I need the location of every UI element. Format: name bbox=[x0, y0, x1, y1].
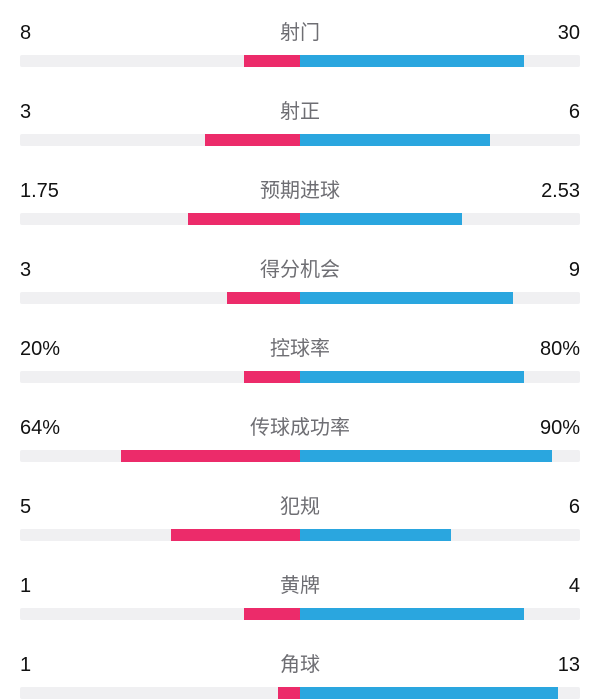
stat-bar-left bbox=[205, 134, 300, 146]
stat-bar-left bbox=[278, 687, 300, 699]
stat-name-label: 角球 bbox=[70, 648, 530, 677]
stat-name-label: 控球率 bbox=[70, 332, 530, 361]
stat-right-value: 6 bbox=[530, 101, 580, 124]
stat-labels: 3得分机会9 bbox=[20, 253, 580, 282]
stat-bar-right bbox=[300, 292, 513, 304]
stat-left-value: 1.75 bbox=[20, 180, 70, 203]
stat-labels: 1.75预期进球2.53 bbox=[20, 174, 580, 203]
stat-right-value: 30 bbox=[530, 22, 580, 45]
stat-name-label: 得分机会 bbox=[70, 253, 530, 282]
stat-name-label: 犯规 bbox=[70, 490, 530, 519]
stat-row: 5犯规6 bbox=[20, 490, 580, 541]
stat-bar bbox=[20, 371, 580, 383]
stat-left-value: 3 bbox=[20, 259, 70, 282]
stat-name-label: 预期进球 bbox=[70, 174, 530, 203]
stat-bar bbox=[20, 687, 580, 699]
stat-right-value: 13 bbox=[530, 654, 580, 677]
stat-row: 3得分机会9 bbox=[20, 253, 580, 304]
stat-right-value: 6 bbox=[530, 496, 580, 519]
stat-bar-right bbox=[300, 687, 558, 699]
stat-bar bbox=[20, 134, 580, 146]
stat-row: 20%控球率80% bbox=[20, 332, 580, 383]
stat-bar bbox=[20, 213, 580, 225]
stat-bar-right bbox=[300, 608, 524, 620]
stat-bar-left bbox=[227, 292, 300, 304]
stat-bar-left bbox=[244, 371, 300, 383]
stat-bar-left bbox=[244, 55, 300, 67]
stat-left-value: 1 bbox=[20, 654, 70, 677]
stat-row: 1.75预期进球2.53 bbox=[20, 174, 580, 225]
stat-bar-left bbox=[188, 213, 300, 225]
match-stats-list: 8射门303射正61.75预期进球2.533得分机会920%控球率80%64%传… bbox=[20, 16, 580, 699]
stat-bar-left bbox=[244, 608, 300, 620]
stat-bar-right bbox=[300, 450, 552, 462]
stat-row: 64%传球成功率90% bbox=[20, 411, 580, 462]
stat-labels: 5犯规6 bbox=[20, 490, 580, 519]
stat-bar bbox=[20, 608, 580, 620]
stat-labels: 20%控球率80% bbox=[20, 332, 580, 361]
stat-left-value: 3 bbox=[20, 101, 70, 124]
stat-bar-left bbox=[121, 450, 300, 462]
stat-name-label: 射正 bbox=[70, 95, 530, 124]
stat-left-value: 64% bbox=[20, 417, 70, 440]
stat-bar bbox=[20, 450, 580, 462]
stat-bar-right bbox=[300, 55, 524, 67]
stat-right-value: 4 bbox=[530, 575, 580, 598]
stat-bar bbox=[20, 529, 580, 541]
stat-left-value: 1 bbox=[20, 575, 70, 598]
stat-bar-right bbox=[300, 371, 524, 383]
stat-left-value: 5 bbox=[20, 496, 70, 519]
stat-row: 3射正6 bbox=[20, 95, 580, 146]
stat-bar-right bbox=[300, 213, 462, 225]
stat-row: 8射门30 bbox=[20, 16, 580, 67]
stat-right-value: 9 bbox=[530, 259, 580, 282]
stat-bar bbox=[20, 292, 580, 304]
stat-labels: 1黄牌4 bbox=[20, 569, 580, 598]
stat-left-value: 20% bbox=[20, 338, 70, 361]
stat-bar-left bbox=[171, 529, 300, 541]
stat-labels: 64%传球成功率90% bbox=[20, 411, 580, 440]
stat-name-label: 传球成功率 bbox=[70, 411, 530, 440]
stat-bar bbox=[20, 55, 580, 67]
stat-bar-right bbox=[300, 134, 490, 146]
stat-row: 1黄牌4 bbox=[20, 569, 580, 620]
stat-right-value: 90% bbox=[530, 417, 580, 440]
stat-name-label: 射门 bbox=[70, 16, 530, 45]
stat-left-value: 8 bbox=[20, 22, 70, 45]
stat-labels: 8射门30 bbox=[20, 16, 580, 45]
stat-name-label: 黄牌 bbox=[70, 569, 530, 598]
stat-right-value: 80% bbox=[530, 338, 580, 361]
stat-row: 1角球13 bbox=[20, 648, 580, 699]
stat-labels: 1角球13 bbox=[20, 648, 580, 677]
stat-bar-right bbox=[300, 529, 451, 541]
stat-right-value: 2.53 bbox=[530, 180, 580, 203]
stat-labels: 3射正6 bbox=[20, 95, 580, 124]
